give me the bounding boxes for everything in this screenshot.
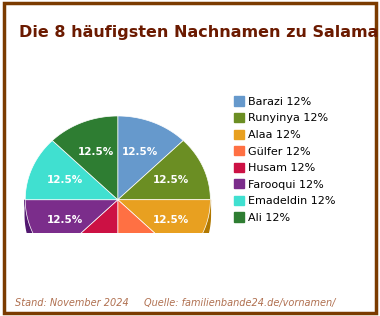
Polygon shape <box>118 200 183 283</box>
Text: 12.5%: 12.5% <box>122 147 158 157</box>
Polygon shape <box>25 200 118 259</box>
Text: Die 8 häufigsten Nachnamen zu Salama:: Die 8 häufigsten Nachnamen zu Salama: <box>19 25 380 40</box>
Polygon shape <box>118 141 211 200</box>
Polygon shape <box>25 200 52 274</box>
Legend: Barazi 12%, Runyinya 12%, Alaa 12%, Gülfer 12%, Husam 12%, Farooqui 12%, Emadeld: Barazi 12%, Runyinya 12%, Alaa 12%, Gülf… <box>234 96 336 223</box>
Polygon shape <box>52 116 118 200</box>
Text: 12.5%: 12.5% <box>122 243 158 253</box>
Polygon shape <box>25 141 118 200</box>
Polygon shape <box>183 200 211 274</box>
Polygon shape <box>118 259 183 299</box>
Text: 12.5%: 12.5% <box>47 175 83 185</box>
Text: 12.5%: 12.5% <box>153 175 189 185</box>
Polygon shape <box>118 116 183 200</box>
Polygon shape <box>52 259 118 299</box>
Text: Quelle: familienbande24.de/vornamen/: Quelle: familienbande24.de/vornamen/ <box>144 298 336 308</box>
Polygon shape <box>118 200 211 259</box>
Text: Stand: November 2024: Stand: November 2024 <box>15 298 129 308</box>
Text: 12.5%: 12.5% <box>78 147 114 157</box>
Text: 12.5%: 12.5% <box>153 215 189 225</box>
Text: 12.5%: 12.5% <box>78 243 114 253</box>
Polygon shape <box>52 200 118 283</box>
Text: 12.5%: 12.5% <box>47 215 83 225</box>
